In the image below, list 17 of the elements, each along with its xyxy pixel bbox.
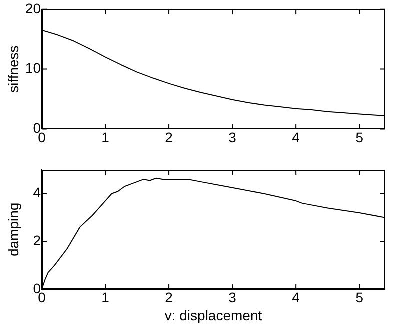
x-tick-label: 4: [292, 129, 300, 146]
y-tick-label: 20: [25, 0, 42, 16]
x-tick-label: 5: [356, 129, 364, 146]
y-axis-title: siffness: [5, 46, 22, 93]
x-tick-label: 5: [356, 290, 364, 306]
x-tick-label: 3: [228, 129, 237, 146]
y-tick-label: 4: [33, 184, 42, 201]
x-axis-title: v: displacement: [164, 307, 262, 324]
x-tick-label: 3: [228, 290, 237, 306]
x-tick-label: 2: [165, 129, 174, 146]
x-tick-label: 1: [102, 129, 110, 146]
x-tick-label: 2: [165, 290, 174, 306]
x-tick-label: 1: [102, 290, 110, 306]
y-tick-label: 2: [33, 232, 42, 248]
x-tick-label: 4: [292, 290, 300, 306]
y-tick-label: 10: [25, 60, 42, 76]
y-axis-title: damping: [5, 202, 22, 257]
